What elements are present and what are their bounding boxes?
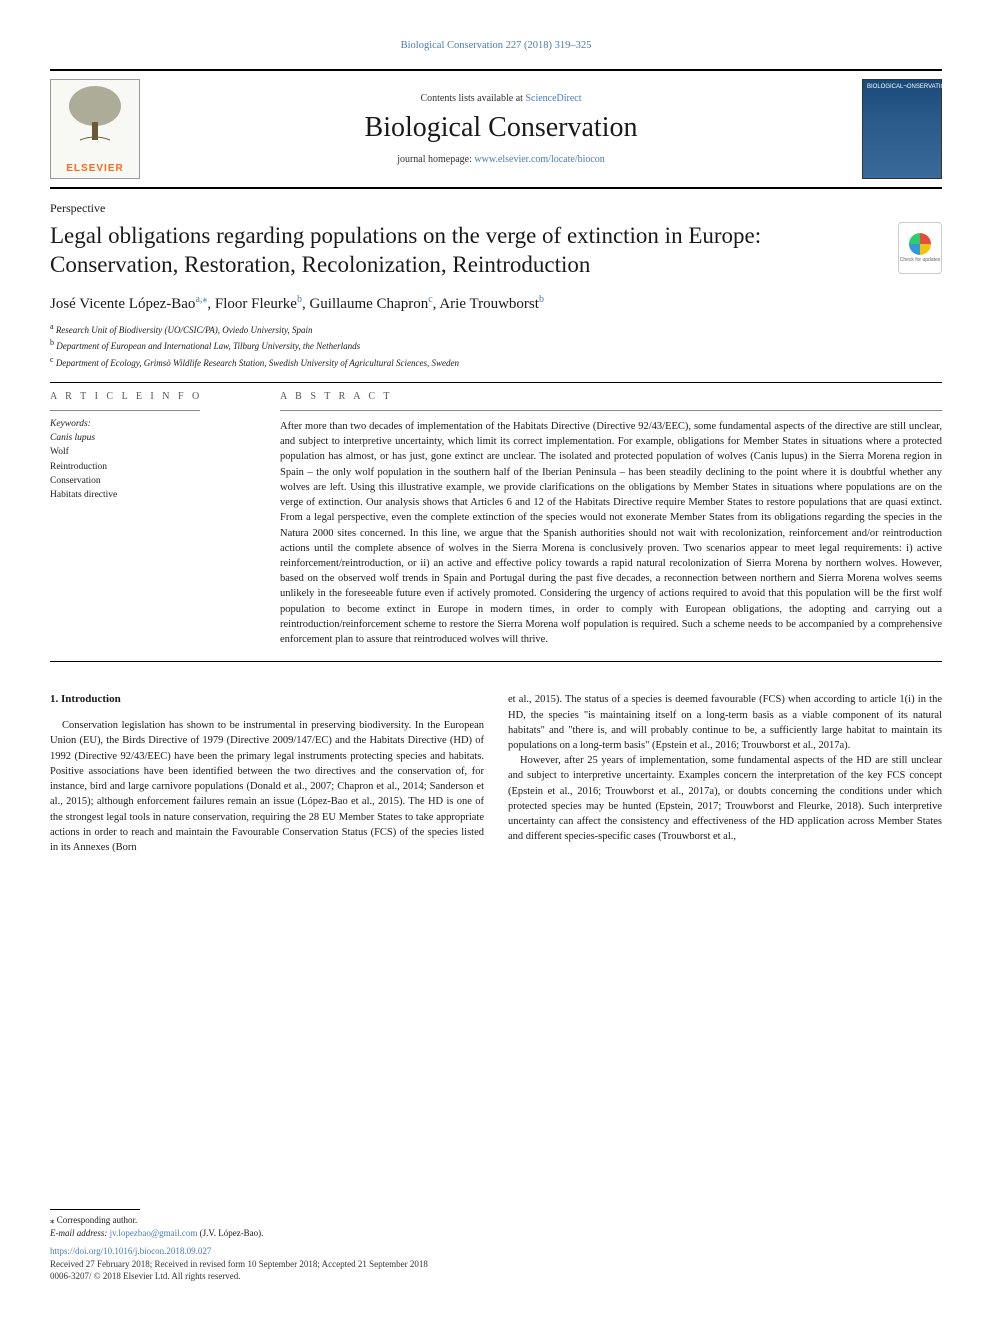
abstract-heading: A B S T R A C T: [280, 391, 942, 402]
doi-link[interactable]: https://doi.org/10.1016/j.biocon.2018.09…: [50, 1245, 942, 1258]
divider-bottom: [50, 661, 942, 662]
author-2: , Floor Fleurke: [207, 296, 297, 312]
author-4-affil: b: [539, 294, 544, 305]
issn-copyright: 0006-3207/ © 2018 Elsevier Ltd. All righ…: [50, 1270, 942, 1283]
author-4: , Arie Trouwborst: [433, 296, 539, 312]
keywords-label: Keywords:: [50, 419, 250, 429]
keyword-4: Habitats directive: [50, 488, 250, 502]
divider-top: [50, 382, 942, 383]
section-heading-1: 1. Introduction: [50, 692, 484, 708]
header-center: Contents lists available at ScienceDirec…: [140, 93, 862, 165]
article-info-heading: A R T I C L E I N F O: [50, 391, 250, 402]
check-updates-label: Check for updates: [900, 257, 941, 263]
elsevier-tree-icon: [60, 84, 130, 144]
journal-cover-thumbnail[interactable]: [862, 79, 942, 179]
corresponding-author: ⁎ Corresponding author.: [50, 1214, 942, 1227]
homepage-link[interactable]: www.elsevier.com/locate/biocon: [474, 154, 604, 165]
keyword-3: Conservation: [50, 474, 250, 488]
title-row: Legal obligations regarding populations …: [50, 222, 942, 280]
email-link[interactable]: jv.lopezbao@gmail.com: [110, 1228, 198, 1238]
keyword-0: Canis lupus: [50, 431, 250, 445]
author-1-affil: a,⁎: [195, 294, 207, 305]
affiliation-a: Research Unit of Biodiversity (UO/CSIC/P…: [56, 325, 313, 335]
homepage-line: journal homepage: www.elsevier.com/locat…: [140, 154, 862, 165]
column-right: et al., 2015). The status of a species i…: [508, 692, 942, 855]
article-title: Legal obligations regarding populations …: [50, 222, 886, 280]
footer-divider: [50, 1209, 140, 1210]
email-label: E-mail address:: [50, 1228, 110, 1238]
email-line: E-mail address: jv.lopezbao@gmail.com (J…: [50, 1227, 942, 1240]
article-info: A R T I C L E I N F O Keywords: Canis lu…: [50, 391, 250, 647]
homepage-prefix: journal homepage:: [397, 154, 474, 165]
column-left: 1. Introduction Conservation legislation…: [50, 692, 484, 855]
author-1: José Vicente López-Bao: [50, 296, 195, 312]
keyword-2: Reintroduction: [50, 460, 250, 474]
author-3: , Guillaume Chapron: [302, 296, 428, 312]
email-suffix: (J.V. López-Bao).: [197, 1228, 263, 1238]
journal-header: ELSEVIER Contents lists available at Sci…: [50, 69, 942, 189]
body-col1-p1: Conservation legislation has shown to be…: [50, 718, 484, 855]
body-col2-p1: et al., 2015). The status of a species i…: [508, 692, 942, 753]
body-col2-p2: However, after 25 years of implementatio…: [508, 753, 942, 844]
contents-line: Contents lists available at ScienceDirec…: [140, 93, 862, 104]
crossmark-icon: [909, 233, 931, 255]
affiliations: a Research Unit of Biodiversity (UO/CSIC…: [50, 321, 942, 371]
info-divider: [50, 410, 200, 411]
elsevier-logo[interactable]: ELSEVIER: [50, 79, 140, 179]
contents-prefix: Contents lists available at: [420, 93, 525, 104]
info-abstract-row: A R T I C L E I N F O Keywords: Canis lu…: [50, 391, 942, 647]
keywords-list: Canis lupus Wolf Reintroduction Conserva…: [50, 431, 250, 502]
check-updates-badge[interactable]: Check for updates: [898, 222, 942, 274]
authors-line: José Vicente López-Baoa,⁎, Floor Fleurke…: [50, 294, 942, 313]
journal-name: Biological Conservation: [140, 112, 862, 144]
affiliation-b: Department of European and International…: [56, 341, 360, 351]
abstract-text: After more than two decades of implement…: [280, 419, 942, 647]
received-dates: Received 27 February 2018; Received in r…: [50, 1258, 942, 1271]
abstract-column: A B S T R A C T After more than two deca…: [280, 391, 942, 647]
article-type: Perspective: [50, 201, 942, 216]
keyword-1: Wolf: [50, 445, 250, 459]
top-citation[interactable]: Biological Conservation 227 (2018) 319–3…: [50, 40, 942, 51]
page-footer: ⁎ Corresponding author. E-mail address: …: [50, 1209, 942, 1283]
abstract-divider: [280, 410, 942, 411]
sciencedirect-link[interactable]: ScienceDirect: [525, 93, 581, 104]
elsevier-wordmark: ELSEVIER: [66, 163, 123, 174]
affiliation-c: Department of Ecology, Grimsö Wildlife R…: [56, 358, 459, 368]
body-columns: 1. Introduction Conservation legislation…: [50, 692, 942, 855]
